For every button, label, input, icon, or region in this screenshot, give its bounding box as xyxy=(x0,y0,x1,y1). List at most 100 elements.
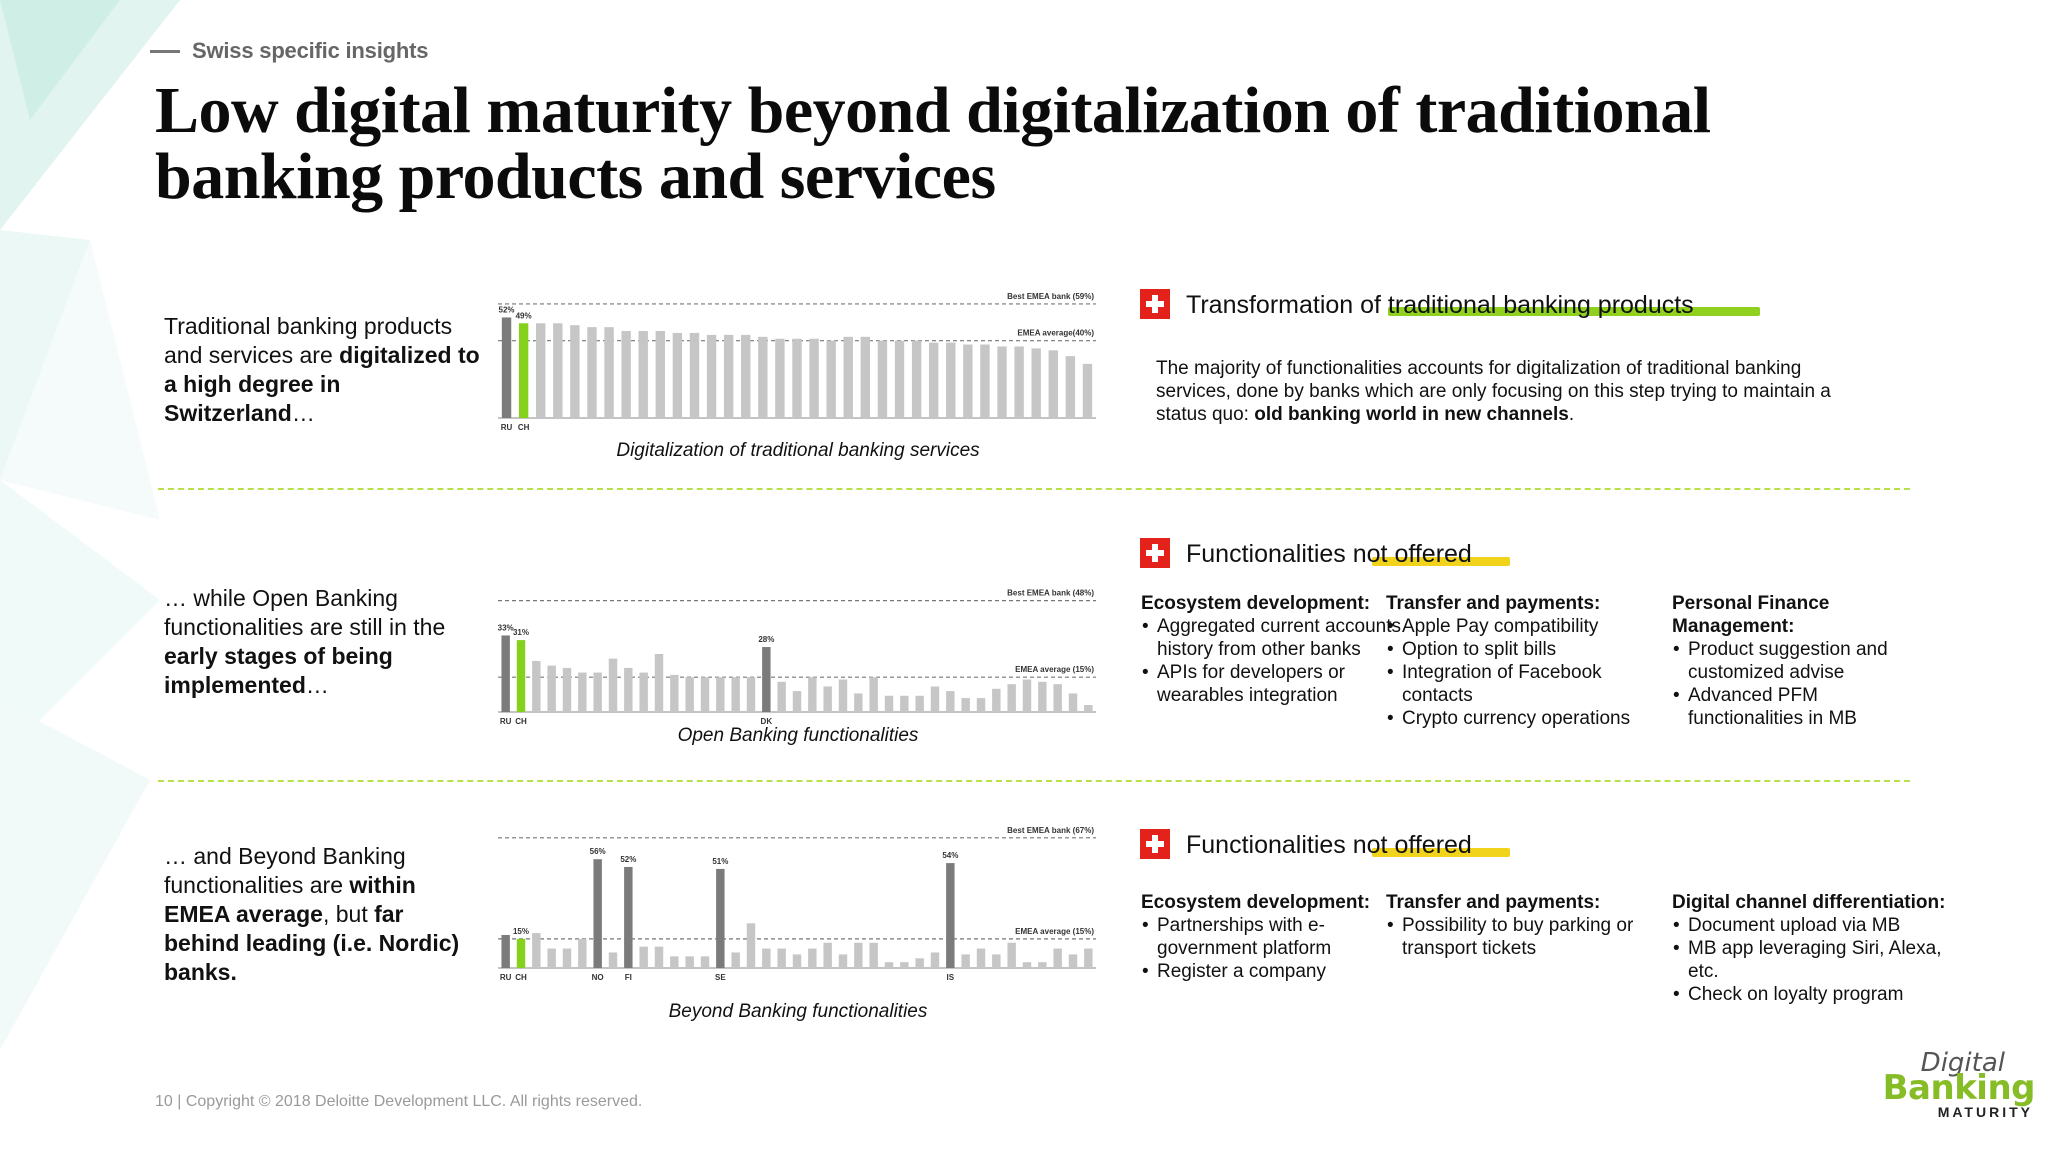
bar xyxy=(808,948,817,968)
bar xyxy=(593,672,602,712)
bar xyxy=(746,923,756,968)
bar xyxy=(670,674,679,712)
bar xyxy=(532,933,541,968)
bar xyxy=(884,962,894,968)
bar xyxy=(1022,679,1032,712)
reference-line-label: Best EMEA bank (67%) xyxy=(1007,826,1094,835)
tick-label: FI xyxy=(625,973,632,982)
list-item: Option to split bills xyxy=(1386,638,1641,661)
chart-1-caption: Digitalization of traditional banking se… xyxy=(616,440,980,461)
column-ecosystem: Ecosystem development: Aggregated curren… xyxy=(1141,592,1401,707)
column-pfm: Personal Finance Management: Product sug… xyxy=(1672,592,1902,730)
reference-line-label: Best EMEA bank (59%) xyxy=(1007,292,1094,301)
bar xyxy=(746,677,756,712)
chart-3-caption: Beyond Banking functionalities xyxy=(668,1001,928,1022)
footer-copyright: 10 | Copyright © 2018 Deloitte Developme… xyxy=(155,1093,643,1110)
bar xyxy=(501,317,512,418)
bar xyxy=(501,635,510,712)
bar xyxy=(758,336,768,418)
column-title: Ecosystem development: xyxy=(1141,892,1371,913)
tick-label: NO xyxy=(592,973,604,982)
bar xyxy=(624,866,633,968)
bar xyxy=(877,340,888,418)
bar xyxy=(638,331,648,418)
bar xyxy=(1065,356,1076,418)
list-item: Apple Pay compatibility xyxy=(1386,615,1641,638)
bar xyxy=(961,698,970,712)
section-title-not-offered: Functionalities not offered xyxy=(1186,540,1472,568)
bar xyxy=(1022,962,1032,968)
swiss-flag-icon xyxy=(1140,289,1170,319)
reference-line-label: EMEA average (15%) xyxy=(1015,927,1094,936)
bar xyxy=(1007,942,1016,968)
bar xyxy=(838,954,848,968)
column-title: Ecosystem development: xyxy=(1141,593,1371,614)
bar xyxy=(1048,350,1058,418)
bar xyxy=(1007,684,1016,712)
bar xyxy=(716,868,725,968)
column-transfer: Transfer and payments: Apple Pay compati… xyxy=(1386,592,1641,730)
bar xyxy=(884,695,894,712)
tick-label: RU xyxy=(501,423,513,432)
bar xyxy=(1084,705,1093,712)
bar xyxy=(685,956,694,968)
tick-label: CH xyxy=(518,423,530,432)
bar xyxy=(547,948,556,968)
bar xyxy=(587,327,597,418)
page-title: Low digital maturity beyond digitalizati… xyxy=(155,74,1711,213)
list-item: Aggregated current accounts history from… xyxy=(1141,615,1401,661)
logo-line-3: MATURITY xyxy=(1937,1104,2033,1120)
bar xyxy=(775,338,785,418)
bar xyxy=(826,340,836,418)
bar xyxy=(741,334,751,418)
reference-line-label: EMEA average(40%) xyxy=(1017,329,1094,338)
logo-line-1: Digital xyxy=(1920,1048,2005,1078)
row-1-text-bold: digitalized to a high degree in Switzerl… xyxy=(164,342,480,426)
data-label: 49% xyxy=(516,311,532,320)
bar xyxy=(608,658,618,712)
bar xyxy=(516,938,526,968)
paragraph-part: . xyxy=(1568,404,1575,425)
title-highlight xyxy=(1372,557,1510,566)
bar xyxy=(946,342,956,418)
bar xyxy=(578,672,587,712)
digital-banking-maturity-logo: Digital Banking MATURITY xyxy=(1883,1048,2036,1120)
bar xyxy=(777,948,786,968)
row-3-text-bold: within EMEA average xyxy=(164,872,416,927)
column-title: Transfer and payments: xyxy=(1386,593,1601,614)
title-highlight xyxy=(1372,848,1510,857)
row-3-text-part: … and Beyond Banking functionalities are xyxy=(164,843,406,898)
bar xyxy=(854,942,863,968)
bar xyxy=(963,344,973,418)
kicker-text: Swiss specific insights xyxy=(192,38,429,63)
reference-line-label: Best EMEA bank (48%) xyxy=(1007,589,1094,598)
paragraph-bold: old banking world in new channels xyxy=(1254,404,1569,425)
bar xyxy=(654,654,664,712)
row-2-text: … while Open Banking functionalities are… xyxy=(164,584,484,700)
bar xyxy=(1068,693,1078,712)
row-3-text-bold: far behind leading (i.e. Nordic) banks. xyxy=(164,901,460,985)
bar xyxy=(1053,684,1062,712)
column-title: Digital channel differentiation: xyxy=(1672,892,1946,913)
bar xyxy=(553,323,563,418)
data-label: 54% xyxy=(942,851,958,860)
column-transfer: Transfer and payments: Possibility to bu… xyxy=(1386,891,1636,960)
bar xyxy=(946,863,955,968)
row-divider xyxy=(158,488,1910,490)
chart-open-banking: Best EMEA bank (48%) EMEA average (15%) 33… xyxy=(488,582,1108,742)
bar xyxy=(1031,348,1041,418)
swiss-flag-icon xyxy=(1140,538,1170,568)
bar xyxy=(604,327,614,418)
bar xyxy=(946,691,955,712)
bar xyxy=(536,323,546,418)
bar xyxy=(1053,948,1062,968)
bar xyxy=(854,693,863,712)
data-label: 51% xyxy=(712,857,728,866)
reference-line-label: EMEA average (15%) xyxy=(1015,665,1094,674)
bar xyxy=(823,942,832,968)
bar xyxy=(930,952,940,968)
bar xyxy=(809,338,819,418)
bar xyxy=(639,672,648,712)
chart-2-caption: Open Banking functionalities xyxy=(677,725,919,746)
